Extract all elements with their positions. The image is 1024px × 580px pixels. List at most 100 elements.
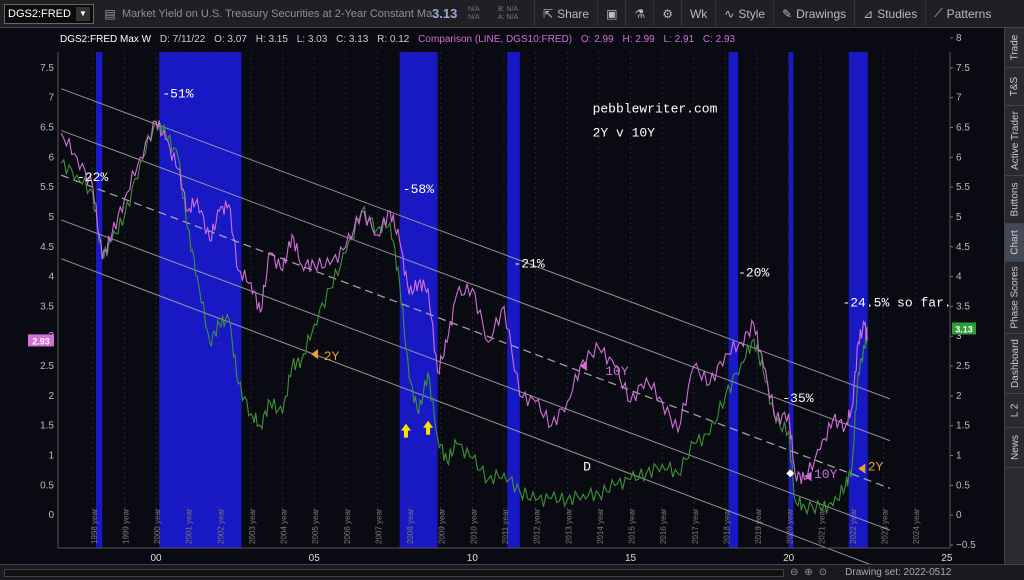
left-triangle-icon [804, 471, 812, 482]
side-tab-l-2[interactable]: L 2 [1005, 394, 1024, 428]
price-marker-left [28, 334, 54, 347]
side-tab-trade[interactable]: Trade [1005, 28, 1024, 68]
trend-channel[interactable] [60, 88, 891, 564]
x-tick-label: 15 [625, 553, 637, 564]
right-tick-label: 0.5 [956, 480, 970, 491]
channel-line[interactable] [60, 88, 891, 400]
year-label: 2010 year [469, 508, 478, 544]
left-triangle-icon [858, 463, 866, 474]
studies-icon: ⊿ [863, 6, 874, 21]
header-date: D: 7/11/22 [160, 34, 206, 45]
net-change-percent: N/A [468, 13, 480, 21]
chevron-down-icon[interactable]: ▼ [76, 6, 90, 21]
right-tick-label: 8 [956, 33, 962, 44]
side-tab-dashboard[interactable]: Dashboard [1005, 334, 1024, 394]
left-tick-label: 1.5 [40, 421, 54, 432]
year-label: 2023 year [881, 508, 890, 544]
side-tab-buttons[interactable]: Buttons [1005, 176, 1024, 224]
pencil-icon: ✎ [782, 6, 793, 21]
header-comparison: Comparison (LINE, DGS10:FRED) [418, 34, 572, 45]
header-open: O: 3.07 [214, 34, 247, 45]
header-comp-close: C: 2.93 [703, 34, 736, 45]
link-icon[interactable]: ▤ [104, 6, 116, 21]
price-markers: 3.13 2.93 [28, 322, 976, 347]
year-label: 2002 year [216, 508, 225, 544]
side-tab-phase-scores[interactable]: Phase Scores [1005, 262, 1024, 334]
left-tick-label: 4 [48, 272, 54, 283]
right-tick-label: 0 [956, 510, 962, 521]
right-tick-label: 4 [956, 272, 962, 283]
side-tab-label: T&S [1009, 76, 1021, 97]
screenshot-button[interactable]: ▣ [597, 0, 625, 28]
header-comp-open: O: 2.99 [581, 34, 614, 45]
drawings-button[interactable]: ✎ Drawings [773, 0, 854, 28]
patterns-button[interactable]: ⟋ Patterns [925, 0, 999, 28]
settings-button[interactable]: ⚙ [653, 0, 681, 28]
side-tab-label: Active Trader [1009, 111, 1021, 170]
side-tab-chart[interactable]: Chart [1005, 224, 1024, 262]
annotation-text: -35% [782, 391, 813, 406]
year-label: 2001 year [185, 508, 194, 544]
annotation-text: 2Y [324, 349, 340, 364]
patterns-label: Patterns [946, 6, 992, 21]
annotations[interactable]: -22% -51% -58% -21% -20% -35% -24.5% so far. pe… [77, 87, 952, 483]
reset-zoom-icon[interactable]: ⊙ [818, 567, 828, 578]
channel-line[interactable] [60, 129, 891, 442]
style-button[interactable]: ∿ Style [715, 0, 773, 28]
share-icon: ⇱ [543, 6, 554, 21]
left-tick-label: 0 [48, 510, 54, 521]
interval-button[interactable]: Wk [680, 0, 715, 28]
drawing-set-label[interactable]: Drawing set: 2022-0512 [845, 567, 952, 578]
right-tick-label: 6 [956, 152, 962, 163]
left-tick-label: 7 [48, 93, 54, 104]
channel-line[interactable] [60, 219, 891, 531]
price-marker-label: 3.13 [955, 324, 973, 334]
year-label: 1998 year [90, 508, 99, 544]
style-icon: ∿ [724, 6, 735, 21]
left-tick-label: 3.5 [40, 301, 54, 312]
style-label: Style [738, 6, 766, 21]
flask-button[interactable]: ⚗ [625, 0, 653, 28]
chart-area[interactable]: 1998 year 1999 year 2000 year 2001 year 2002… [0, 28, 1004, 564]
header-comp-low: L: 2.91 [664, 34, 695, 45]
zoom-out-icon[interactable]: ⊖ [790, 567, 799, 578]
right-tick-label: 7.5 [956, 63, 970, 74]
studies-button[interactable]: ⊿ Studies [854, 0, 925, 28]
right-tick-label: 6.5 [956, 122, 970, 133]
header-close: C: 3.13 [336, 34, 369, 45]
year-label: 2011 year [501, 509, 510, 544]
zoom-in-icon[interactable]: ⊕ [804, 567, 813, 578]
side-tab-t-s[interactable]: T&S [1005, 68, 1024, 106]
header-high: H: 3.15 [256, 34, 289, 45]
side-tab-label: L 2 [1009, 403, 1021, 418]
right-tick-label: 1.5 [956, 421, 970, 432]
side-tab-active-trader[interactable]: Active Trader [1005, 106, 1024, 176]
year-label: 2020 year [786, 508, 795, 544]
horizontal-scrollbar[interactable] [4, 568, 784, 577]
symbol-input[interactable]: DGS2:FRED ▼ [4, 3, 94, 24]
right-tick-label: 1 [956, 451, 962, 462]
left-tick-label: 4.5 [40, 242, 54, 253]
interval-label: Wk [689, 6, 708, 21]
share-button[interactable]: ⇱ Share [534, 0, 597, 28]
year-label: 2000 year [153, 508, 162, 544]
right-tick-label: 5 [956, 212, 962, 223]
right-tick-label: 5.5 [956, 182, 970, 193]
left-tick-label: 5.5 [40, 182, 54, 193]
up-arrow-icon [423, 420, 434, 435]
year-label: 2009 year [438, 508, 447, 544]
annotation-text: 2Y [868, 459, 884, 474]
year-label: 2012 year [533, 508, 542, 544]
left-tick-label: 2.5 [40, 361, 54, 372]
net-change-value: N/A [468, 5, 480, 13]
shaded-period [399, 52, 438, 548]
left-tick-label: 5 [48, 212, 54, 223]
annotation-text: -58% [403, 182, 434, 197]
channel-line[interactable] [60, 174, 891, 489]
channel-line[interactable] [60, 258, 890, 564]
side-tab-news[interactable]: News [1005, 428, 1024, 468]
annotation-text: 2Y v 10Y [593, 125, 656, 140]
left-tick-label: 2 [48, 391, 54, 402]
share-label: Share [557, 6, 590, 21]
shaded-period [728, 52, 739, 548]
